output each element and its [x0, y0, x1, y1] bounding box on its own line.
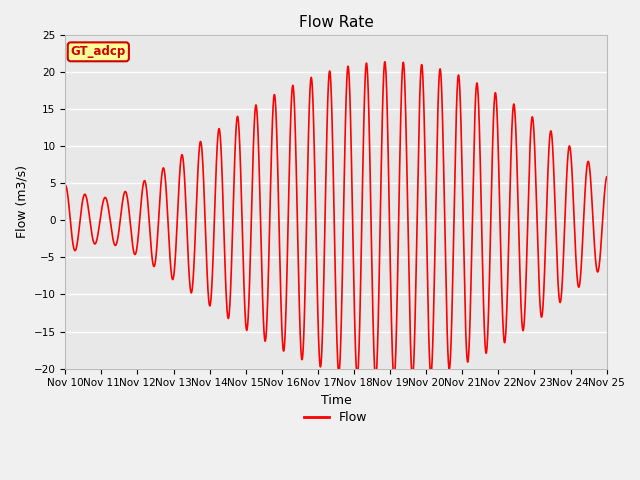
Legend: Flow: Flow: [300, 406, 372, 429]
Flow: [289, 83, 296, 88]
Line: Flow: Flow: [65, 62, 607, 379]
Flow: [61, 182, 69, 188]
Flow: [390, 376, 398, 382]
Flow: [586, 172, 594, 178]
Flow: [293, 201, 301, 207]
Flow: [559, 257, 567, 263]
Text: GT_adcp: GT_adcp: [70, 45, 126, 59]
Flow: [455, 73, 463, 79]
X-axis label: Time: Time: [321, 394, 351, 407]
Title: Flow Rate: Flow Rate: [298, 15, 373, 30]
Flow: [603, 174, 611, 180]
Y-axis label: Flow (m3/s): Flow (m3/s): [15, 166, 28, 239]
Flow: [381, 59, 388, 65]
Flow: [319, 329, 326, 335]
